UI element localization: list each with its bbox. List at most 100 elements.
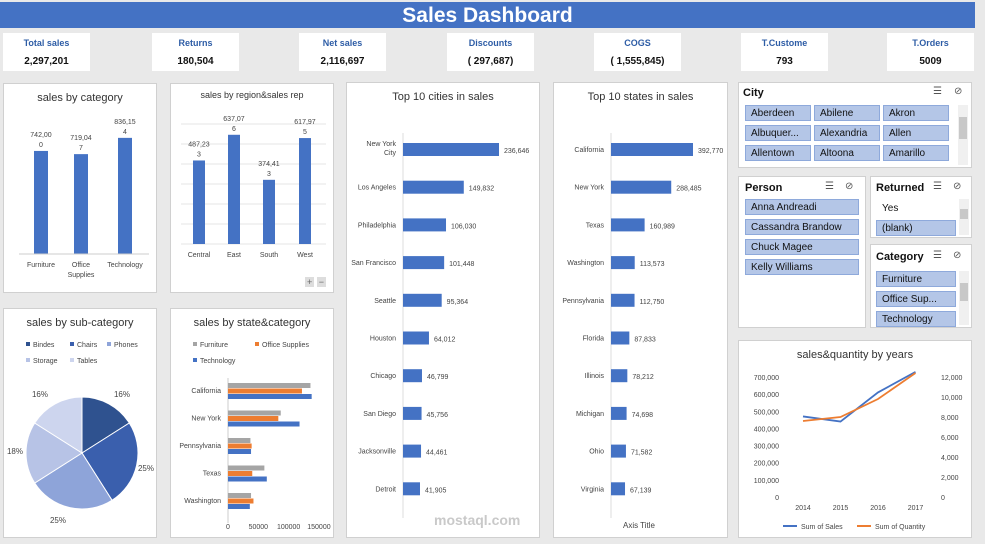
clear-filter-icon[interactable]: ⊘ bbox=[953, 181, 962, 192]
multi-select-icon[interactable]: ☰ bbox=[933, 250, 942, 261]
bar bbox=[74, 154, 88, 254]
collapse-button[interactable]: − bbox=[316, 277, 327, 287]
slicer-item[interactable]: Altoona bbox=[814, 145, 880, 161]
slicer-item[interactable]: Allentown bbox=[745, 145, 811, 161]
legend-swatch bbox=[26, 358, 30, 362]
clear-filter-icon[interactable]: ⊘ bbox=[845, 181, 854, 192]
slicer-item[interactable]: Akron bbox=[883, 105, 949, 121]
bar bbox=[403, 369, 422, 383]
slicer-item[interactable]: Abilene bbox=[814, 105, 880, 121]
statecat-chart-panel[interactable]: sales by state&category Furniture Office … bbox=[170, 308, 334, 538]
tick-label: 2014 bbox=[795, 505, 811, 512]
pie-slice bbox=[34, 452, 113, 510]
bar bbox=[34, 150, 48, 254]
slicer-item[interactable]: Aberdeen bbox=[745, 105, 811, 121]
slicer-item[interactable]: Alexandria bbox=[814, 125, 880, 141]
clear-filter-icon[interactable]: ⊘ bbox=[954, 86, 963, 97]
data-label: 45,756 bbox=[427, 412, 449, 419]
kpi-value: ( 297,687) bbox=[467, 56, 514, 67]
kpi-label: Net sales bbox=[322, 38, 363, 48]
slicer-item[interactable]: Yes bbox=[876, 200, 956, 216]
bar bbox=[228, 134, 240, 244]
data-label: 46,799 bbox=[427, 374, 449, 381]
category-chart-panel[interactable]: sales by category 742,00 0 719,04 7 836,15 4 F… bbox=[3, 83, 157, 293]
bar bbox=[263, 179, 275, 244]
bar bbox=[118, 137, 132, 254]
slicer-item[interactable]: Anna Andreadi bbox=[745, 199, 859, 215]
slicer-item[interactable]: (blank) bbox=[876, 220, 956, 236]
region-chart-title: sales by region&sales rep bbox=[200, 90, 304, 100]
cities-chart: 236,646 New York City 149,832 Los Angeles 106… bbox=[351, 133, 529, 518]
slicer-item[interactable]: Technology bbox=[876, 311, 956, 327]
tick-label: 500,000 bbox=[754, 409, 779, 416]
clear-filter-icon[interactable]: ⊘ bbox=[953, 250, 962, 261]
tick-label: 700,000 bbox=[754, 375, 779, 382]
bar bbox=[611, 293, 635, 307]
slicer-item[interactable]: Office Sup... bbox=[876, 291, 956, 307]
years-chart: 700,000 600,000 500,000 400,000 300,000 200,0… bbox=[754, 371, 963, 531]
kpi-label: T.Orders bbox=[912, 38, 949, 48]
category-slicer[interactable]: Category ☰ ⊘ Furniture Office Sup... Techn… bbox=[870, 244, 972, 328]
data-label: 6 bbox=[232, 126, 236, 133]
tick-label: California bbox=[574, 147, 604, 154]
data-label: 236,646 bbox=[504, 148, 529, 155]
category-scrollbar[interactable] bbox=[959, 271, 969, 325]
slicer-item[interactable]: Cassandra Brandow bbox=[745, 219, 859, 235]
returned-scrollbar[interactable] bbox=[959, 199, 969, 235]
returned-slicer[interactable]: Returned ☰ ⊘ Yes (blank) bbox=[870, 176, 972, 238]
legend-swatch bbox=[107, 342, 111, 346]
data-label: 78,212 bbox=[632, 374, 654, 381]
legend-swatch bbox=[70, 358, 74, 362]
kpi-value: 180,504 bbox=[177, 56, 214, 67]
statecat-chart: Furniture Office Supplies Technology Califo… bbox=[179, 342, 331, 531]
person-slicer[interactable]: Person ☰ ⊘ Anna Andreadi Cassandra Brando… bbox=[738, 176, 866, 328]
data-label: 4 bbox=[123, 129, 127, 136]
years-chart-title: sales&quantity by years bbox=[796, 349, 914, 361]
tick-label: 100000 bbox=[277, 524, 300, 531]
years-chart-panel[interactable]: sales&quantity by years 700,000 600,000 50… bbox=[738, 340, 972, 538]
kpi-value: 2,116,697 bbox=[320, 56, 365, 67]
slicer-item[interactable]: Allen bbox=[883, 125, 949, 141]
multi-select-icon[interactable]: ☰ bbox=[825, 181, 834, 192]
tick-label: Philadelphia bbox=[358, 222, 396, 229]
bar bbox=[228, 504, 250, 509]
slicer-item[interactable]: Chuck Magee bbox=[745, 239, 859, 255]
cities-chart-panel[interactable]: Top 10 cities in sales 236,646 New York Ci… bbox=[346, 82, 540, 538]
legend-swatch bbox=[193, 342, 197, 346]
slicer-item[interactable]: Kelly Williams bbox=[745, 259, 859, 275]
bar bbox=[228, 394, 312, 399]
legend-label: Storage bbox=[33, 358, 58, 365]
legend-label: Technology bbox=[200, 358, 236, 365]
tick-label: South bbox=[260, 252, 278, 259]
region-chart-panel[interactable]: sales by region&sales rep 487,23 3 Central… bbox=[170, 83, 334, 293]
city-scrollbar[interactable] bbox=[958, 105, 968, 165]
data-label: 3 bbox=[267, 171, 271, 178]
city-slicer[interactable]: City ☰ ⊘ Aberdeen Abilene Akron Albuquer...… bbox=[738, 82, 972, 168]
multi-select-icon[interactable]: ☰ bbox=[933, 86, 942, 97]
tick-label: 2017 bbox=[908, 505, 924, 512]
kpi-label: Returns bbox=[178, 38, 213, 48]
bar bbox=[228, 471, 253, 476]
slicer-item[interactable]: Albuquer... bbox=[745, 125, 811, 141]
pie-slice bbox=[25, 422, 83, 484]
slicer-item[interactable]: Amarillo bbox=[883, 145, 949, 161]
kpi-value: 5009 bbox=[919, 56, 942, 67]
dashboard-title: Sales Dashboard bbox=[0, 2, 975, 28]
states-chart-panel[interactable]: Top 10 states in sales 392,770 California… bbox=[553, 82, 728, 538]
kpi-label: Total sales bbox=[23, 38, 70, 48]
tick-label: Seattle bbox=[374, 298, 396, 305]
legend-label: Sum of Quantity bbox=[875, 524, 926, 531]
bar bbox=[193, 160, 205, 244]
tick-label: Florida bbox=[583, 336, 605, 343]
tick-label: 150000 bbox=[307, 524, 330, 531]
legend-label: Sum of Sales bbox=[801, 524, 843, 531]
slicer-item[interactable]: Furniture bbox=[876, 271, 956, 287]
tick-label: 2016 bbox=[870, 505, 886, 512]
subcategory-chart-panel[interactable]: sales by sub-category Bindes Chairs Phones… bbox=[3, 308, 157, 538]
multi-select-icon[interactable]: ☰ bbox=[933, 181, 942, 192]
bar bbox=[228, 493, 252, 498]
kpi-value: 793 bbox=[776, 56, 793, 67]
expand-button[interactable]: + bbox=[305, 277, 315, 287]
bar bbox=[228, 449, 252, 454]
tick-label: New York bbox=[574, 185, 604, 192]
